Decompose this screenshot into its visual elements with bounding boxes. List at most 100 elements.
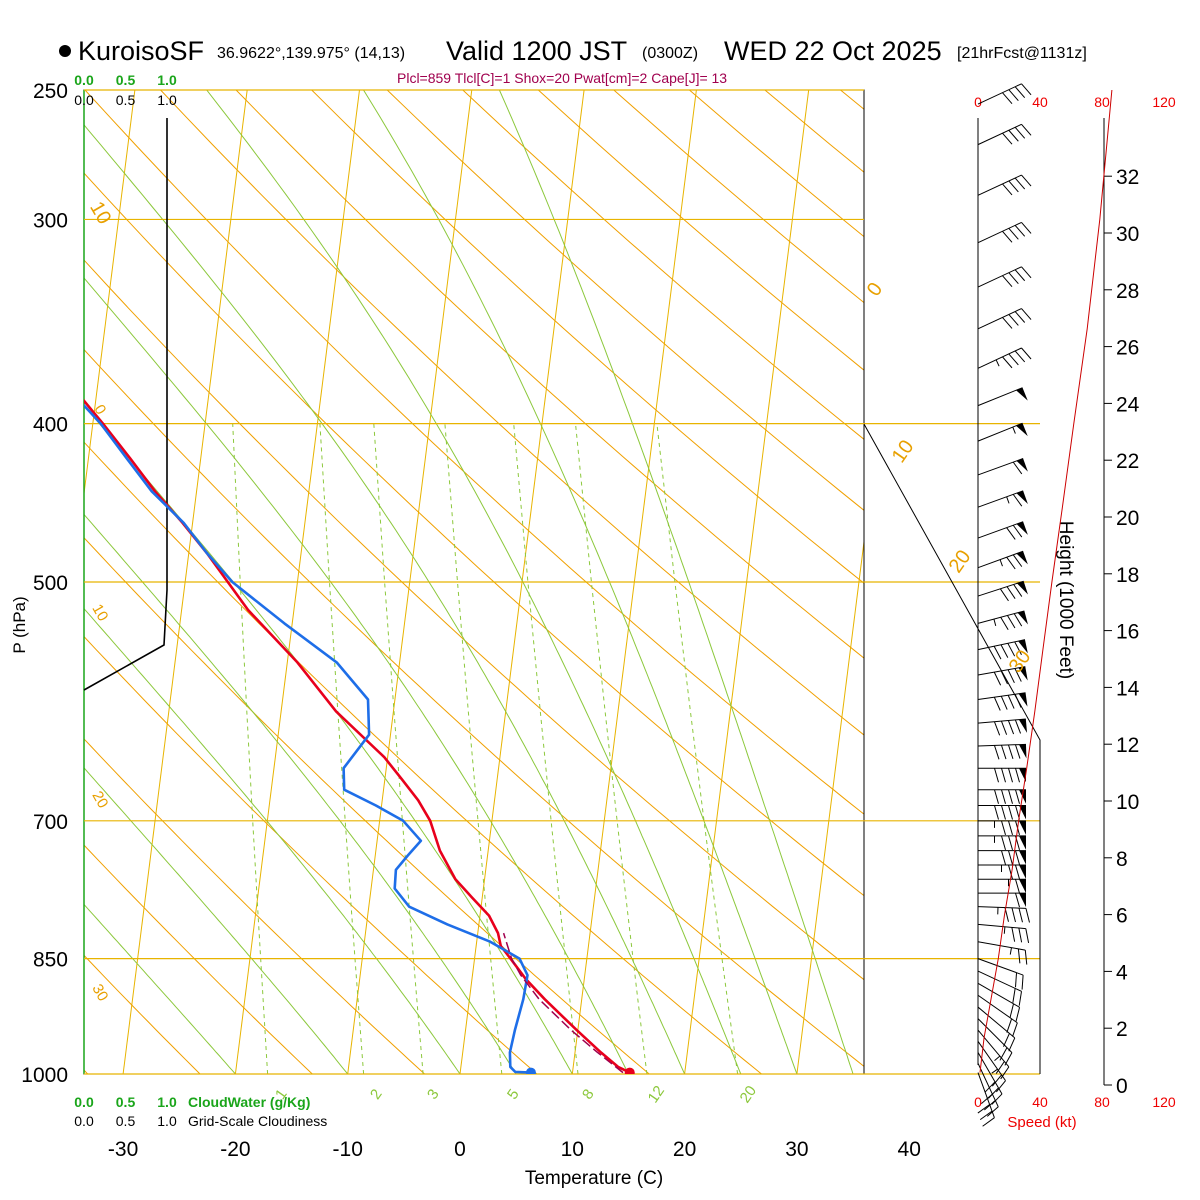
wind-barb (977, 610, 1028, 631)
cloudiness-tick-top: 0.5 (116, 92, 136, 108)
wind-barb-flag (1002, 230, 1013, 243)
wind-barb-flag (994, 745, 1000, 760)
wind-barb-shaft (977, 221, 1022, 244)
surface-dewpoint-marker (525, 1067, 536, 1074)
wind-barb-flag (1008, 789, 1013, 804)
height-tick-label: 4 (1116, 961, 1128, 984)
mixing-ratio-label: 5 (504, 1086, 523, 1103)
wind-barb-flag (1002, 317, 1013, 329)
wind-barb (977, 550, 1028, 570)
wind-barb-flag (1000, 1066, 1010, 1080)
isotherm-label: 10 (88, 601, 111, 624)
wind-barb-shaft (977, 490, 1024, 508)
isotherm-label: 30 (88, 981, 111, 1004)
height-tick-label: 16 (1116, 621, 1139, 644)
height-tick-label: 2 (1116, 1018, 1128, 1041)
wind-barb-pennant (1019, 893, 1026, 908)
speed-tick-bottom: 0 (974, 1094, 982, 1110)
temperature-tick-label: 30 (785, 1138, 808, 1161)
wind-barb-pennant (1018, 744, 1027, 759)
dewpoint-profile (84, 403, 531, 1074)
wind-barb-flag (1001, 820, 1006, 835)
wind-barb-flag (1008, 850, 1013, 865)
mixing-ratio-line (373, 423, 424, 1074)
wind-barb (977, 970, 1022, 1006)
wind-barb (977, 994, 1018, 1037)
wind-barb-shaft (977, 83, 1022, 105)
valid-date: WED 22 Oct 2025 (724, 36, 942, 66)
wind-barb (977, 1029, 1010, 1080)
wind-barb-flag (1001, 850, 1006, 865)
wind-barb-flag (1014, 972, 1018, 988)
wind-barb-flag (1024, 950, 1028, 965)
height-axis-label: Height (1000 Feet) (1055, 521, 1076, 679)
wind-barb-flag (1021, 174, 1032, 187)
wind-barb (977, 906, 1030, 923)
wind-barb-flag (1008, 353, 1019, 366)
wind-barb-flag (1021, 308, 1032, 320)
site-name: KuroisoSF (78, 36, 204, 66)
wind-barb-pennant (1016, 423, 1028, 437)
height-tick-label: 32 (1116, 166, 1139, 189)
wind-barb-flag (1014, 641, 1022, 655)
cloudwater-tick-bottom: 1.0 (157, 1094, 177, 1110)
wind-barb-flag (1006, 1018, 1013, 1033)
cloudiness-profile (83, 118, 168, 691)
wind-barb (977, 174, 1032, 196)
mixing-ratio-label: 12 (645, 1083, 668, 1106)
wind-barb (978, 878, 1026, 894)
wind-barb-shaft (977, 123, 1022, 146)
temperature-tick-label: 10 (561, 1138, 584, 1161)
wind-barb-flag (993, 645, 1002, 660)
height-tick-label: 28 (1116, 280, 1139, 303)
wind-barb-flag (995, 1080, 1006, 1093)
wind-barb-flag (1012, 494, 1023, 507)
speed-tick-top: 80 (1094, 94, 1110, 110)
dry-adiabat-line (84, 172, 864, 897)
wind-barb-flag (991, 1074, 1002, 1087)
height-tick-label: 8 (1116, 848, 1128, 871)
wind-barb (977, 941, 1028, 965)
dry-adiabat-line (84, 90, 864, 815)
forecast-info: [21hrFcst@1131z] (957, 45, 1087, 62)
mixing-ratio-line (656, 423, 739, 1074)
pressure-tick-label: 500 (33, 572, 68, 595)
temperature-axis-label: Temperature (C) (525, 1168, 663, 1189)
height-tick-label: 18 (1116, 564, 1139, 587)
mixing-ratio-label: 8 (579, 1086, 598, 1103)
wind-barb-flag (1000, 670, 1008, 685)
wind-barb-shaft (977, 994, 1018, 1024)
speed-tick-top: 40 (1032, 94, 1048, 110)
wind-barb-flag (994, 789, 999, 804)
wind-barb-pennant (1016, 387, 1028, 401)
wind-barb-flag (1008, 314, 1019, 326)
wind-barb-pennant (1019, 820, 1026, 835)
wind-barb-flag (994, 805, 999, 820)
wind-barb-flag (1008, 272, 1019, 285)
wind-barb (977, 718, 1028, 736)
wind-barb-flag (1021, 347, 1032, 360)
wind-barb-flag (1003, 1033, 1010, 1047)
moist-adiabat-line (84, 903, 236, 1074)
wind-barb-flag (1002, 183, 1013, 196)
wind-barb (977, 958, 1024, 990)
wind-barb (977, 923, 1030, 944)
wind-barb-flag (1011, 927, 1016, 942)
cloudiness-tick-bottom: 1.0 (157, 1113, 177, 1129)
wind-barb-flag (1008, 89, 1019, 102)
speed-axis-label: Speed (kt) (1007, 1114, 1076, 1131)
wind-barb-half-flag (993, 618, 997, 626)
cloudiness-tick-top: 1.0 (157, 92, 177, 108)
wind-barb-flag (1015, 1007, 1021, 1022)
dry-adiabat-line (84, 954, 201, 1074)
wind-barb-flag (1006, 586, 1016, 599)
height-tick-label: 14 (1116, 677, 1140, 700)
wind-barb-flag (1008, 180, 1019, 193)
wind-barb-flag (1013, 613, 1023, 627)
wind-barb-flag (1015, 879, 1020, 894)
height-tick-label: 30 (1116, 223, 1139, 246)
isotherm-line (0, 90, 23, 1074)
wind-barb-flag (1021, 83, 1032, 96)
wind-barb-flag (1014, 269, 1026, 282)
wind-barb-flag (1002, 132, 1013, 145)
